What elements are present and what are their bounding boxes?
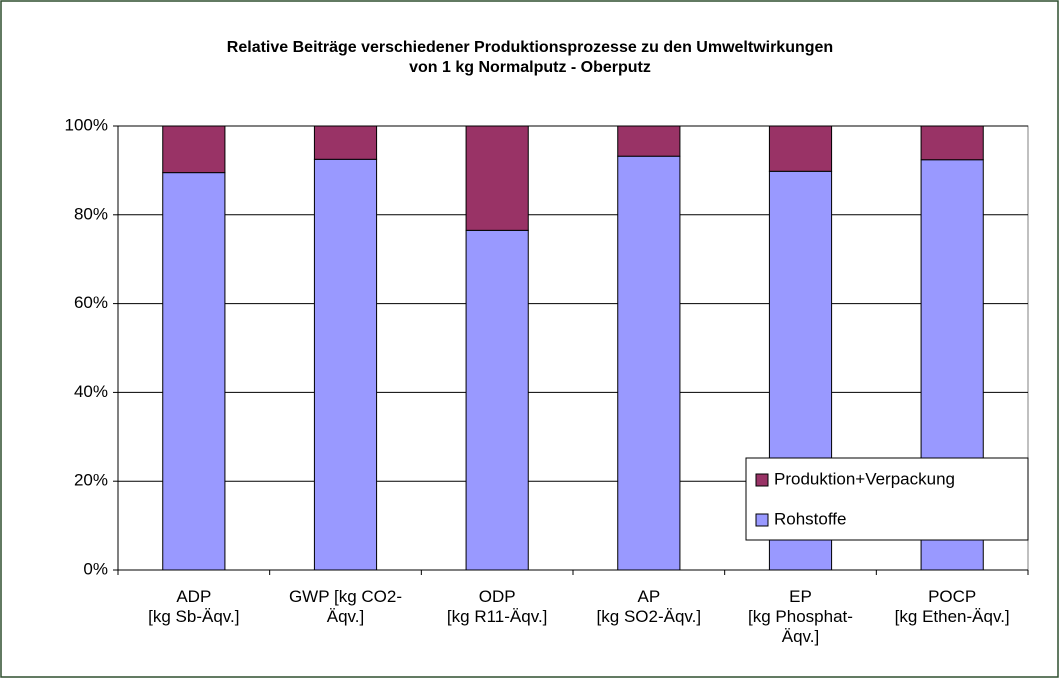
bar-segment [313,158,378,571]
x-tick-label: EP [kg Phosphat- Äqv.] [748,587,853,646]
x-tick-label: ADP [kg Sb-Äqv.] [148,587,240,626]
y-tick-label: 0% [83,559,108,578]
y-tick-label: 40% [74,382,108,401]
x-tick-label: ODP [kg R11-Äqv.] [446,587,548,626]
x-tick-label: POCP [kg Ethen-Äqv.] [894,587,1010,626]
bar-segment [465,229,529,571]
x-tick-label: GWP [kg CO2- Äqv.] [288,587,402,626]
legend-label: Rohstoffe [774,509,846,528]
y-tick-label: 100% [65,115,108,134]
chart-title: Relative Beiträge verschiedener Produkti… [226,39,834,76]
bar-segment [313,125,378,160]
legend-label: Produktion+Verpackung [774,469,955,488]
bar-segment [768,125,833,172]
legend-swatch [755,473,769,487]
bar-segment [162,172,226,571]
bar-segment [465,125,529,231]
x-tick-label: AP [kg SO2-Äqv.] [596,587,702,626]
bar-segment [617,155,681,571]
bar-segment [920,125,984,161]
legend [745,457,1029,541]
y-tick-label: 20% [74,471,108,490]
bar-segment [617,125,681,157]
legend-swatch [755,513,769,527]
y-tick-label: 60% [74,293,108,312]
y-tick-label: 80% [74,204,108,223]
bar-segment [162,125,226,174]
